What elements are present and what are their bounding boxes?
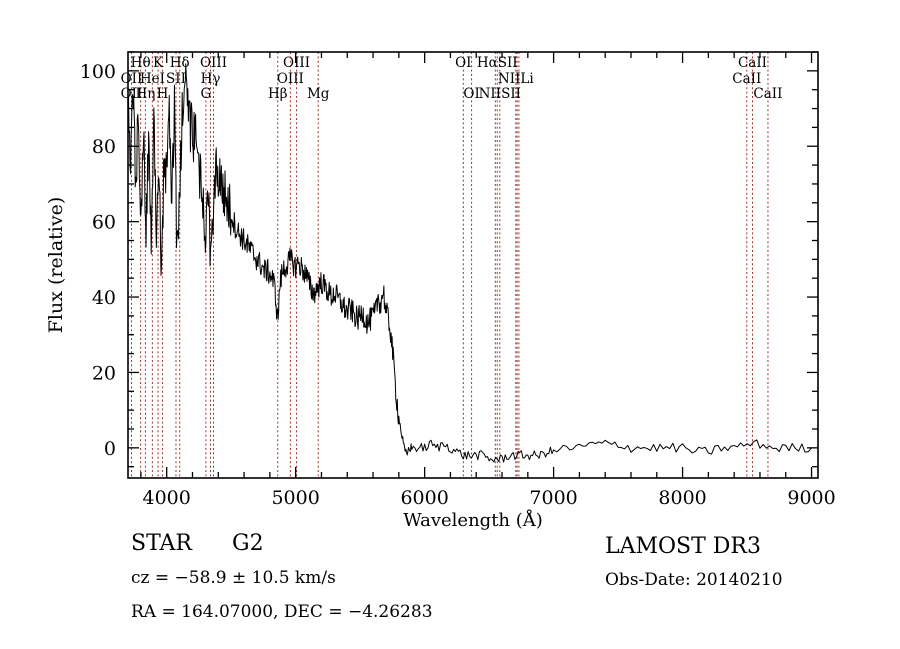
spectral-line-label: H	[157, 86, 169, 102]
spectral-line-label: OIII	[277, 71, 304, 87]
x-tick-label: 9000	[787, 487, 835, 509]
spectral-line-label: OI	[455, 55, 471, 71]
obs-date-label: Obs-Date: 20140210	[605, 570, 783, 590]
plot-frame	[127, 51, 819, 479]
spectral-line-label: NIILi	[498, 71, 534, 87]
spectral-line-label: OIII	[200, 55, 227, 71]
x-tick-label: 5000	[271, 487, 319, 509]
radial-velocity-label: cz = −58.9 ± 10.5 km/s	[131, 568, 336, 588]
spectral-line-label: OIII	[283, 55, 310, 71]
spectral-line-label: HαSII	[477, 55, 518, 71]
x-tick-label: 4000	[143, 487, 191, 509]
spectral-line-label: OI	[463, 86, 479, 102]
y-tick-label: 0	[104, 438, 116, 460]
spectral-line-label: CaII	[753, 86, 782, 102]
top-mask	[0, 0, 900, 52]
y-tick-label: 60	[92, 212, 116, 234]
y-tick-label: 40	[92, 287, 116, 309]
x-axis-title: Wavelength (Å)	[403, 509, 543, 531]
spectral-line-label: G	[201, 86, 212, 102]
spectral-line-label: Hβ	[268, 86, 288, 102]
spectral-line-label: CaII	[738, 55, 767, 71]
spectral-line-label: CaII	[732, 71, 761, 87]
x-tick-label: 7000	[529, 487, 577, 509]
spectral-line-label: Hθ	[131, 55, 151, 71]
y-tick-label: 20	[92, 362, 116, 384]
y-tick-label: 100	[80, 61, 116, 83]
spectral-line-label: K	[153, 55, 164, 71]
spectral-line-label: Hγ	[201, 71, 221, 87]
spectral-line-label: NIISII	[479, 86, 521, 102]
footer-object-line: STAR G2	[131, 531, 264, 556]
coordinates-label: RA = 164.07000, DEC = −4.26283	[131, 602, 433, 622]
spectral-line-label: Hη	[135, 86, 155, 102]
object-type-label: STAR	[131, 531, 192, 556]
spectrum-trace	[127, 63, 812, 463]
spectral-line-label: Mg	[307, 86, 330, 102]
spectral-line-label: SII	[166, 71, 186, 87]
x-tick-label: 8000	[658, 487, 706, 509]
spectral-line-label: OII	[121, 86, 143, 102]
spectral-line-label: HeI	[140, 71, 165, 87]
spectral-class-label: G2	[232, 531, 264, 556]
x-tick-label: 6000	[400, 487, 448, 509]
y-axis-title: Flux (relative)	[45, 197, 67, 334]
spectral-line-label: Hδ	[170, 55, 190, 71]
y-tick-label: 80	[92, 136, 116, 158]
spectral-line-label: OII	[121, 71, 143, 87]
survey-label: LAMOST DR3	[605, 534, 761, 559]
